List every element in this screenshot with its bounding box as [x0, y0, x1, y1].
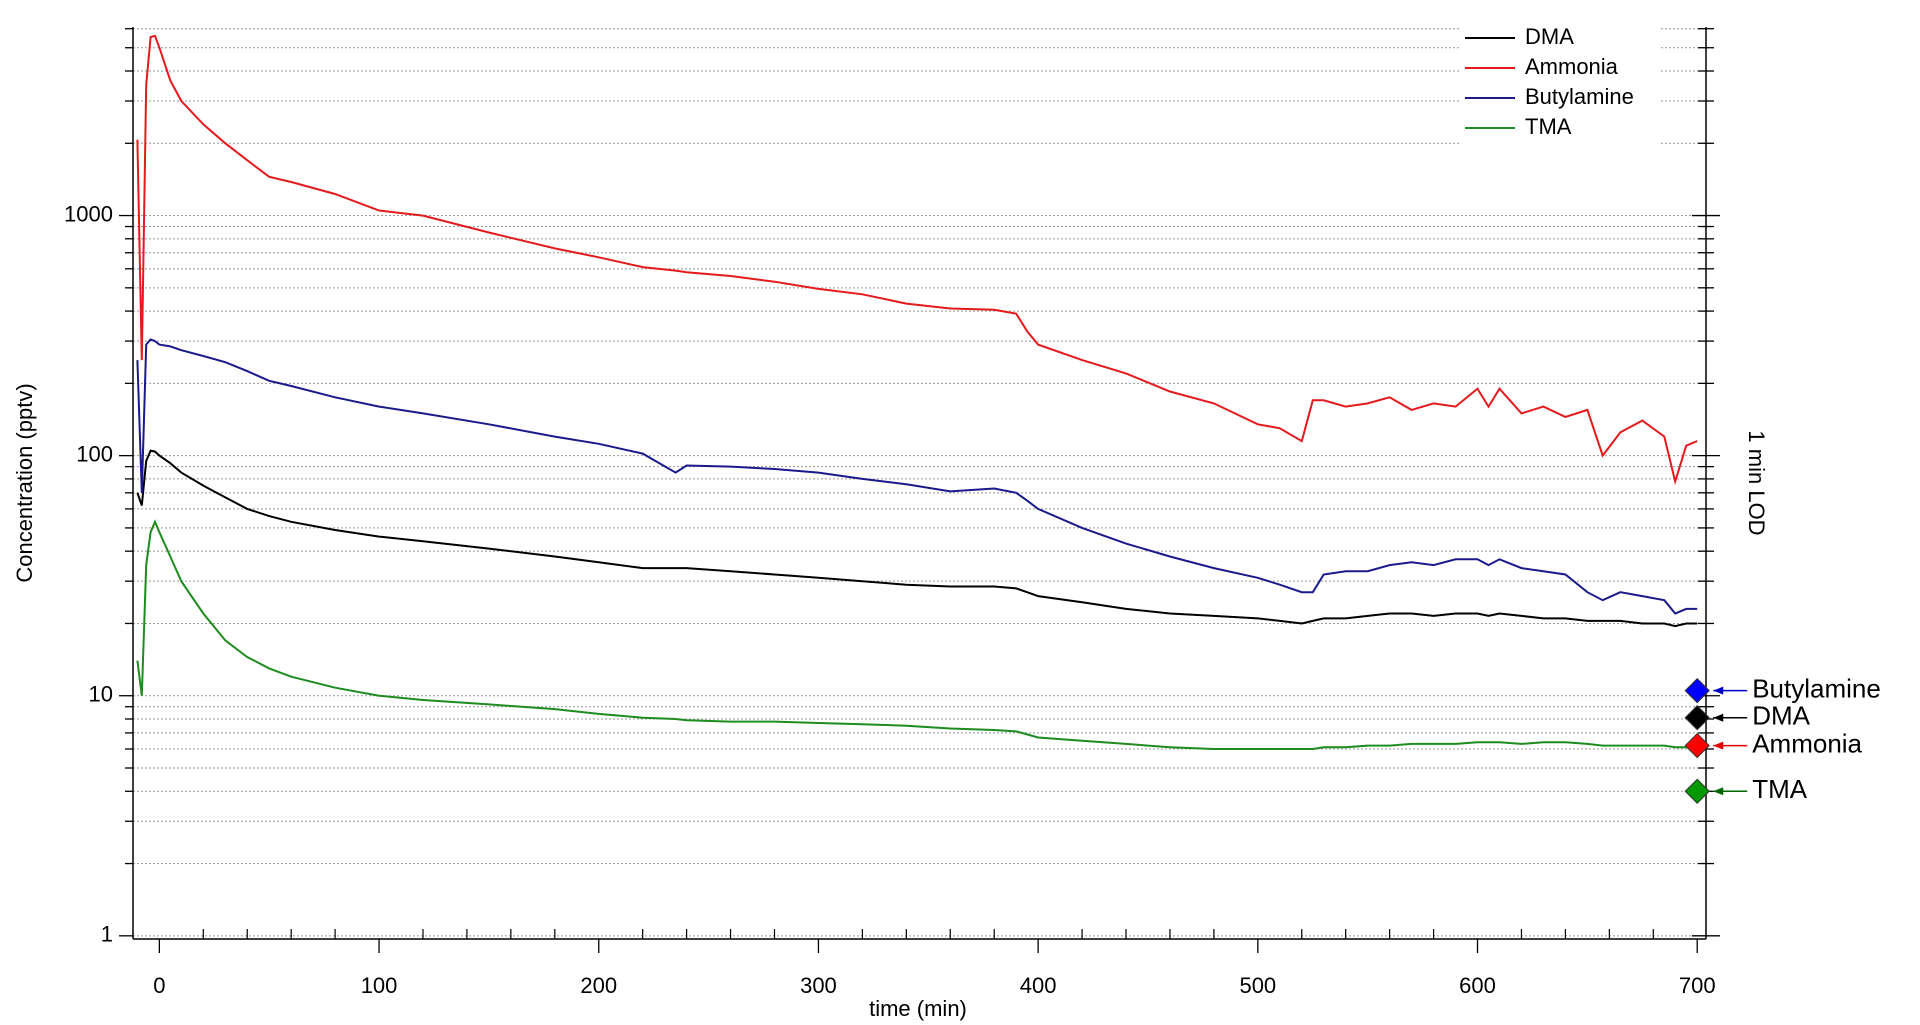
legend-label: Ammonia: [1525, 54, 1619, 79]
lod-arrowhead: [1713, 713, 1724, 722]
y2-axis-title: 1 min LOD: [1744, 430, 1769, 535]
legend-label: DMA: [1525, 24, 1574, 49]
lod-label: Butylamine: [1752, 674, 1881, 704]
y-tick-label: 1: [101, 922, 113, 947]
y-axis-title: Concentration (pptv): [12, 383, 37, 582]
x-tick-label: 300: [800, 973, 837, 998]
legend-label: Butylamine: [1525, 84, 1634, 109]
lod-arrowhead: [1713, 686, 1724, 695]
legend-label: TMA: [1525, 114, 1572, 139]
lod-marker: [1684, 778, 1710, 804]
x-tick-label: 100: [361, 973, 398, 998]
series-line: [136, 519, 1698, 750]
lod-marker: [1684, 677, 1710, 704]
series-line: [136, 449, 1698, 628]
y-tick-label: 10: [89, 682, 113, 707]
x-tick-label: 600: [1459, 973, 1496, 998]
y-tick-label: 1000: [64, 201, 113, 226]
x-tick-label: 500: [1239, 973, 1276, 998]
lod-marker: [1684, 732, 1710, 759]
series-line: [136, 34, 1698, 486]
x-axis-title: time (min): [869, 996, 967, 1021]
series-line: [136, 338, 1698, 615]
lod-marker: [1684, 704, 1710, 731]
y-tick-label: 100: [76, 441, 113, 466]
x-tick-label: 400: [1020, 973, 1057, 998]
x-tick-label: 0: [153, 973, 165, 998]
lod-label: TMA: [1752, 774, 1808, 804]
x-tick-label: 200: [580, 973, 617, 998]
lod-arrowhead: [1713, 741, 1724, 750]
lod-label: Ammonia: [1752, 728, 1862, 758]
lod-arrowhead: [1713, 787, 1724, 796]
x-tick-label: 700: [1679, 973, 1716, 998]
lod-label: DMA: [1752, 701, 1810, 731]
